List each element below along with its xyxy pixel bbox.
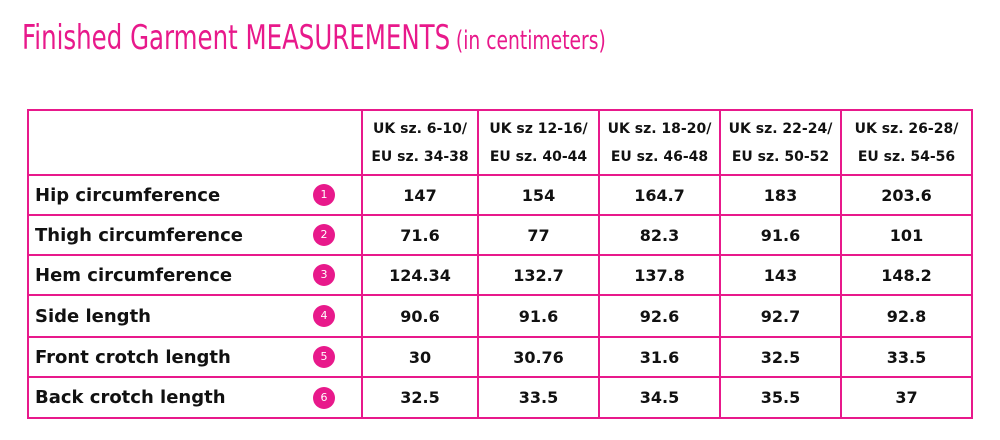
measurement-table: UK sz. 6-10/EU sz. 34-38 UK sz 12-16/EU s… (27, 109, 973, 419)
row-label-cell: Side length 4 (27, 294, 363, 338)
column-header: UK sz. 22-24/EU sz. 50-52 (719, 109, 842, 176)
column-header-line: EU sz. 54-56 (857, 148, 956, 165)
value-cell: 34.5 (598, 376, 721, 419)
column-header: UK sz. 18-20/EU sz. 46-48 (598, 109, 721, 176)
value-cell: 90.6 (361, 294, 479, 338)
value-cell: 71.6 (361, 214, 479, 256)
data-row: Hem circumference 3 124.34 132.7 137.8 143 148… (27, 254, 973, 296)
column-header: UK sz. 6-10/EU sz. 34-38 (361, 109, 479, 176)
data-row: Thigh circumference 2 71.6 77 82.3 91.6 101 (27, 214, 973, 256)
row-badge: 5 (313, 346, 335, 368)
value-cell: 31.6 (598, 336, 721, 378)
row-badge: 1 (313, 184, 335, 206)
value-cell: 32.5 (719, 336, 842, 378)
value-cell: 154 (477, 174, 600, 216)
value-cell: 35.5 (719, 376, 842, 419)
value-cell: 147 (361, 174, 479, 216)
column-header-line: UK sz. 6-10/ (373, 120, 467, 137)
row-label: Front crotch length (35, 346, 231, 368)
value-cell: 143 (719, 254, 842, 296)
row-label: Hip circumference (35, 184, 221, 206)
row-label-cell: Hip circumference 1 (27, 174, 363, 216)
value-cell: 30.76 (477, 336, 600, 378)
value-cell: 148.2 (840, 254, 973, 296)
row-label: Side length (35, 305, 151, 327)
title-main: Finished Garment MEASUREMENTS (22, 18, 451, 58)
column-header-line: UK sz. 22-24/ (728, 120, 833, 137)
column-header-line: EU sz. 34-38 (371, 148, 469, 165)
row-label-cell: Front crotch length 5 (27, 336, 363, 378)
value-cell: 91.6 (477, 294, 600, 338)
row-label: Thigh circumference (35, 224, 244, 246)
title-sub: (in centimeters) (455, 26, 606, 56)
corner-cell (27, 109, 363, 176)
value-cell: 77 (477, 214, 600, 256)
row-badge: 6 (313, 386, 335, 409)
value-cell: 137.8 (598, 254, 721, 296)
value-cell: 30 (361, 336, 479, 378)
row-label: Back crotch length (35, 387, 226, 408)
row-badge: 4 (313, 305, 335, 327)
column-header-line: UK sz 12-16/ (489, 120, 588, 137)
value-cell: 203.6 (840, 174, 973, 216)
value-cell: 183 (719, 174, 842, 216)
title: Finished Garment MEASUREMENTS (in centime… (22, 18, 606, 58)
row-badge: 2 (313, 224, 335, 246)
row-label-cell: Back crotch length 6 (27, 376, 363, 419)
column-header-line: EU sz. 40-44 (489, 148, 588, 165)
value-cell: 101 (840, 214, 973, 256)
data-row: Hip circumference 1 147 154 164.7 183 203.6 (27, 174, 973, 216)
value-cell: 124.34 (361, 254, 479, 296)
data-row: Back crotch length 6 32.5 33.5 34.5 35.5 37 (27, 376, 973, 419)
column-header-line: UK sz. 18-20/ (607, 120, 712, 137)
value-cell: 33.5 (477, 376, 600, 419)
value-cell: 37 (840, 376, 973, 419)
value-cell: 33.5 (840, 336, 973, 378)
column-header-line: EU sz. 50-52 (731, 148, 830, 165)
value-cell: 82.3 (598, 214, 721, 256)
column-header-line: UK sz. 26-28/ (854, 120, 959, 137)
value-cell: 92.6 (598, 294, 721, 338)
row-label-cell: Hem circumference 3 (27, 254, 363, 296)
value-cell: 32.5 (361, 376, 479, 419)
value-cell: 132.7 (477, 254, 600, 296)
value-cell: 92.8 (840, 294, 973, 338)
value-cell: 164.7 (598, 174, 721, 216)
value-cell: 92.7 (719, 294, 842, 338)
header-row: UK sz. 6-10/EU sz. 34-38 UK sz 12-16/EU s… (27, 109, 973, 176)
value-cell: 91.6 (719, 214, 842, 256)
row-label-cell: Thigh circumference 2 (27, 214, 363, 256)
row-badge: 3 (313, 264, 335, 286)
column-header: UK sz. 26-28/EU sz. 54-56 (840, 109, 973, 176)
row-label: Hem circumference (35, 264, 233, 286)
data-row: Front crotch length 5 30 30.76 31.6 32.5 33.5 (27, 336, 973, 378)
data-row: Side length 4 90.6 91.6 92.6 92.7 92.8 (27, 294, 973, 338)
column-header-line: EU sz. 46-48 (610, 148, 709, 165)
column-header: UK sz 12-16/EU sz. 40-44 (477, 109, 600, 176)
